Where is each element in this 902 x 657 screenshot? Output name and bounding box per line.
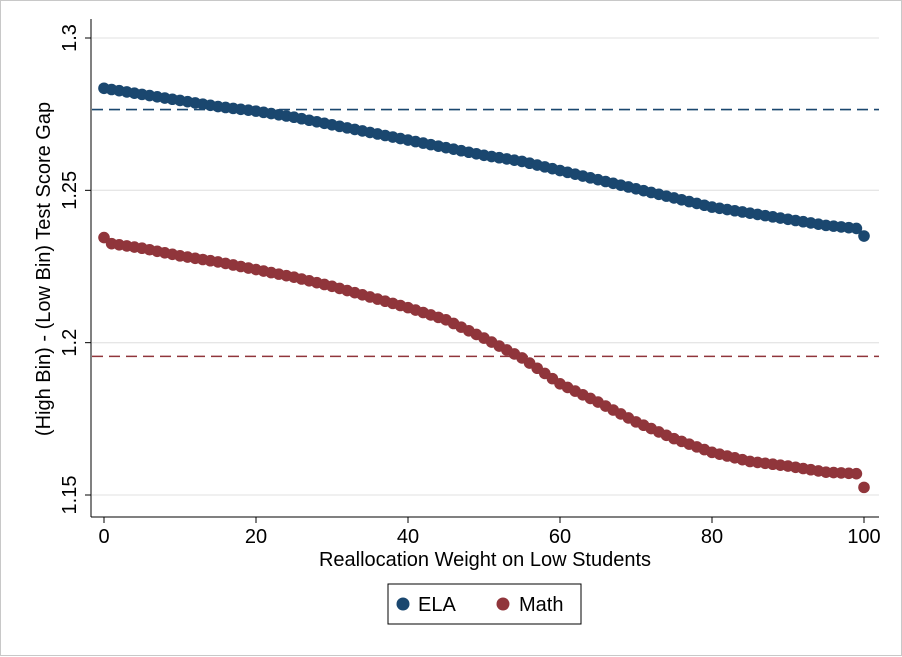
legend-label-ela: ELA bbox=[418, 594, 456, 616]
legend-marker-ela bbox=[396, 597, 410, 611]
y-tick-label: 1.25 bbox=[59, 171, 81, 210]
series-ela bbox=[98, 82, 870, 242]
legend-marker-math bbox=[496, 597, 510, 611]
x-tick-label: 60 bbox=[549, 526, 571, 548]
x-tick-label: 80 bbox=[701, 526, 723, 548]
x-tick-label: 0 bbox=[98, 526, 109, 548]
y-tick-label: 1.15 bbox=[59, 476, 81, 515]
data-point-ela bbox=[858, 230, 870, 242]
reference-lines bbox=[92, 108, 879, 358]
y-tick-label: 1.2 bbox=[59, 329, 81, 357]
grid-lines bbox=[92, 37, 879, 496]
x-ticks: 0 20 40 60 80 100 bbox=[98, 517, 881, 548]
data-point-math bbox=[858, 481, 870, 494]
data-point-ela bbox=[850, 222, 863, 235]
data-points bbox=[98, 82, 870, 494]
y-ticks: 1.15 1.2 1.25 1.3 bbox=[59, 24, 91, 514]
legend: ELA Math bbox=[387, 583, 582, 625]
axes bbox=[90, 19, 879, 518]
y-axis-title: (High Bin) - (Low Bin) Test Score Gap bbox=[33, 102, 55, 436]
x-axis-title: Reallocation Weight on Low Students bbox=[319, 549, 651, 571]
legend-label-math: Math bbox=[519, 594, 563, 616]
series-math bbox=[98, 231, 870, 494]
legend-box bbox=[387, 583, 582, 625]
x-tick-label: 40 bbox=[397, 526, 419, 548]
data-point-math bbox=[850, 467, 863, 480]
x-tick-label: 100 bbox=[847, 526, 880, 548]
x-tick-label: 20 bbox=[245, 526, 267, 548]
y-tick-label: 1.3 bbox=[59, 24, 81, 52]
